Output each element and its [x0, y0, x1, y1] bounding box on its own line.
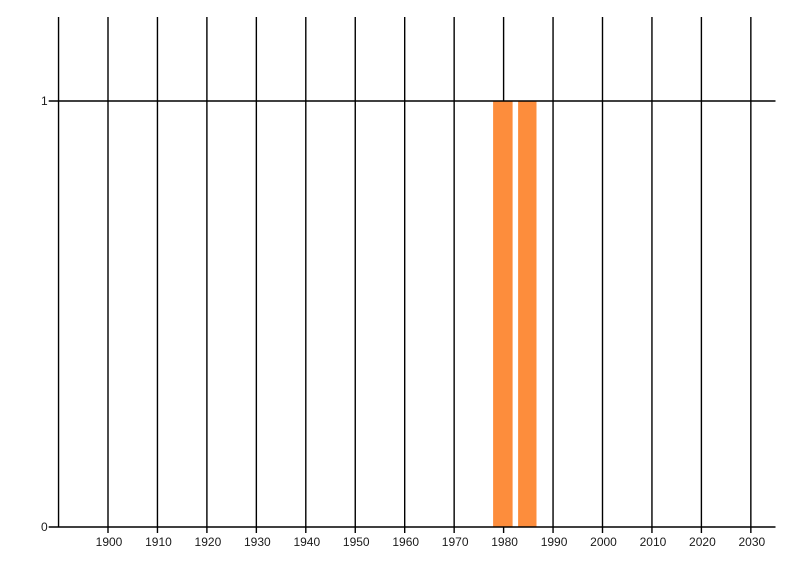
svg-text:0: 0 — [41, 520, 48, 534]
svg-text:1900: 1900 — [96, 535, 123, 549]
svg-text:1: 1 — [41, 94, 48, 108]
svg-text:2010: 2010 — [640, 535, 667, 549]
svg-text:1990: 1990 — [541, 535, 568, 549]
svg-text:2020: 2020 — [689, 535, 716, 549]
svg-text:1960: 1960 — [392, 535, 419, 549]
svg-text:1950: 1950 — [343, 535, 370, 549]
svg-text:2000: 2000 — [590, 535, 617, 549]
svg-text:1930: 1930 — [244, 535, 271, 549]
svg-text:1910: 1910 — [145, 535, 172, 549]
svg-text:1920: 1920 — [195, 535, 222, 549]
svg-text:2030: 2030 — [738, 535, 765, 549]
svg-text:1970: 1970 — [442, 535, 469, 549]
svg-text:1980: 1980 — [491, 535, 518, 549]
svg-text:1940: 1940 — [293, 535, 320, 549]
